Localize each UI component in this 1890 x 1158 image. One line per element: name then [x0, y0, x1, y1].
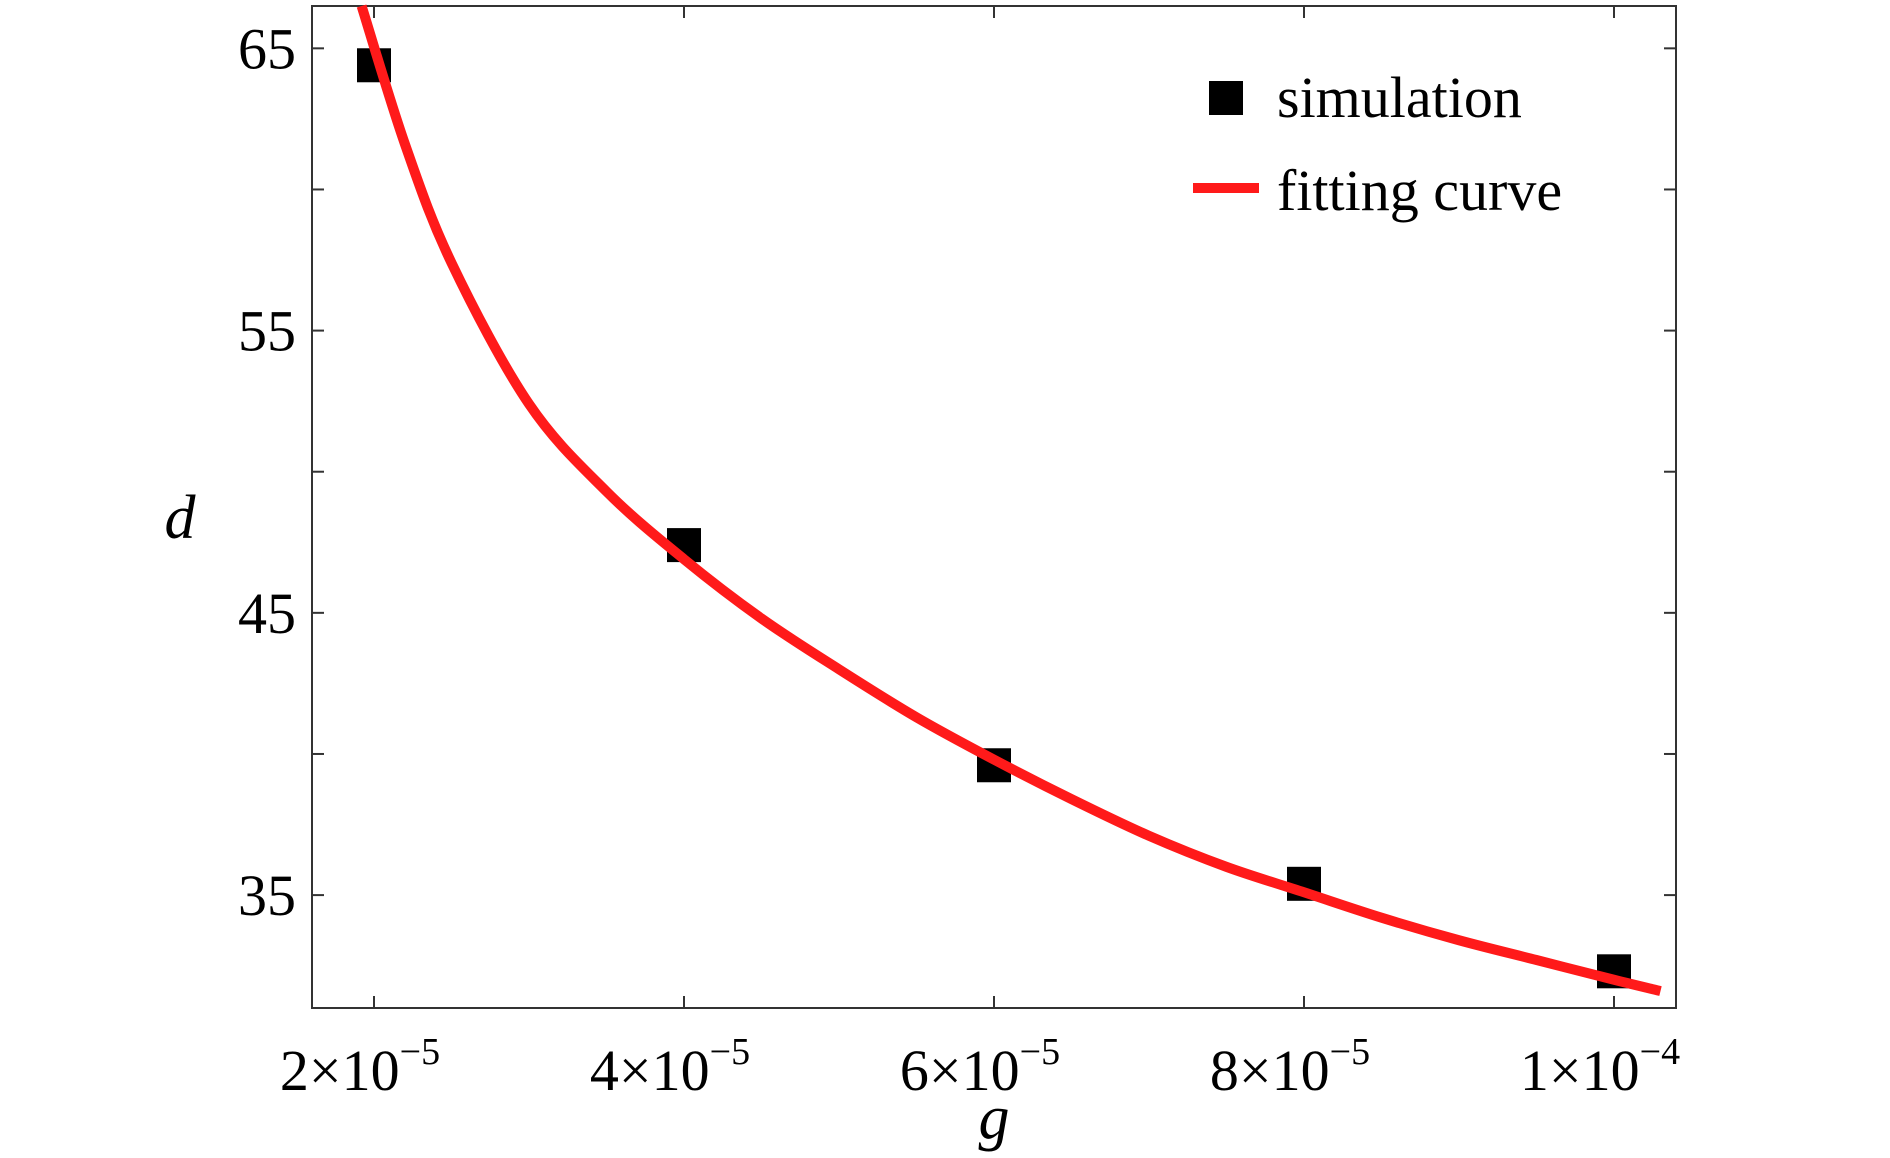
legend-simulation-label: simulation [1277, 65, 1522, 130]
x-tick-exponent-2: −5 [1020, 1031, 1060, 1073]
x-tick-mantissa-1: 4×10 [590, 1038, 710, 1103]
x-tick-exponent-1: −5 [710, 1031, 750, 1073]
x-tick-mantissa-3: 8×10 [1210, 1038, 1330, 1103]
x-tick-mantissa-4: 1×10 [1520, 1038, 1640, 1103]
x-tick-label-2: 6×10−5 [900, 1031, 1060, 1103]
x-tick-mantissa-0: 2×10 [280, 1038, 400, 1103]
x-tick-mantissa-2: 6×10 [900, 1038, 1020, 1103]
x-tick-label-4: 1×10−4 [1520, 1031, 1680, 1103]
x-axis-title: g [979, 1084, 1010, 1152]
legend-fitting-curve-label: fitting curve [1277, 158, 1562, 223]
y-tick-label-2: 55 [238, 299, 296, 364]
y-tick-label-1: 45 [238, 581, 296, 646]
y-axis-title: d [165, 484, 197, 552]
x-tick-exponent-4: −4 [1640, 1031, 1680, 1073]
legend-simulation-marker [1209, 81, 1243, 115]
plot-frame [311, 5, 1677, 1009]
series-layer [356, 4, 1662, 996]
x-tick-exponent-0: −5 [400, 1031, 440, 1073]
x-tick-label-3: 8×10−5 [1210, 1031, 1370, 1103]
x-tick-label-1: 4×10−5 [590, 1031, 750, 1103]
x-tick-exponent-3: −5 [1330, 1031, 1370, 1073]
y-tick-label-3: 65 [238, 16, 296, 81]
x-tick-label-0: 2×10−5 [280, 1031, 440, 1103]
y-tick-label-0: 35 [238, 863, 296, 928]
legend: simulation fitting curve [1193, 65, 1562, 223]
fitting-curve-line [356, 4, 1662, 996]
